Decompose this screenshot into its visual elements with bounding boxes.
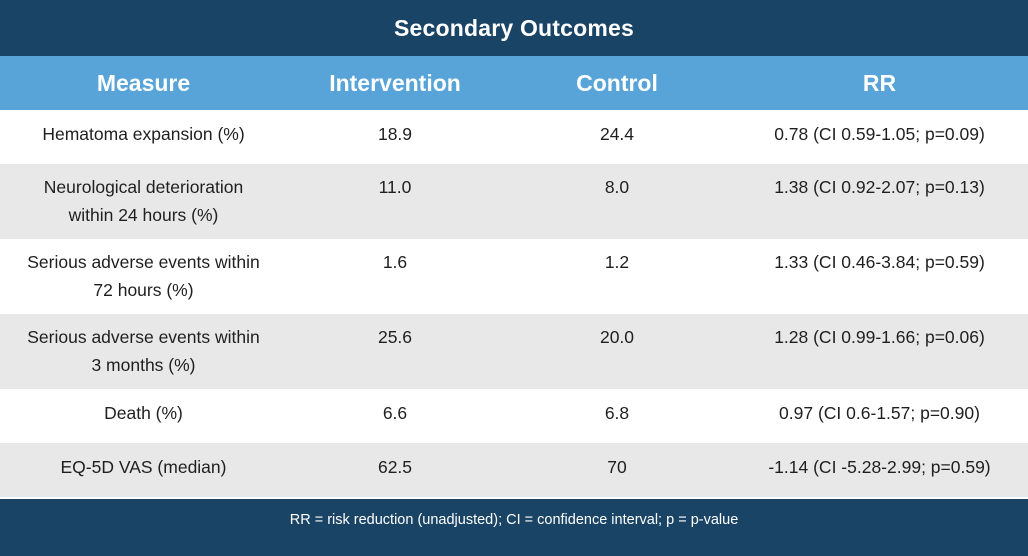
rr-cell: 1.33 (CI 0.46-3.84; p=0.59) <box>774 252 985 272</box>
intervention-cell: 1.6 <box>382 252 408 272</box>
measure-line: 72 hours (%) <box>93 280 194 300</box>
intervention-cell: 11.0 <box>378 177 412 197</box>
measure-line: Death (%) <box>104 403 183 423</box>
measure-cell: Serious adverse events within 72 hours (… <box>0 239 287 314</box>
control-cell: 8.0 <box>604 177 630 197</box>
column-header-rr: RR <box>862 69 897 96</box>
column-header-control: Control <box>576 69 658 96</box>
table-row: Serious adverse events within 72 hours (… <box>0 239 1028 314</box>
measure-line: Serious adverse events within <box>27 327 260 347</box>
column-header-measure: Measure <box>96 69 191 96</box>
rr-cell: 1.28 (CI 0.99-1.66; p=0.06) <box>774 327 985 347</box>
measure-line: within 24 hours (%) <box>68 205 219 225</box>
table-row: EQ-5D VAS (median) 62.5 70 -1.14 (CI -5.… <box>0 443 1028 497</box>
measure-line: 3 months (%) <box>91 355 196 375</box>
rr-cell: 0.78 (CI 0.59-1.05; p=0.09) <box>774 124 985 144</box>
rr-cell: 1.38 (CI 0.92-2.07; p=0.13) <box>774 177 985 197</box>
measure-cell: EQ-5D VAS (median) <box>0 443 287 497</box>
intervention-cell: 6.6 <box>382 403 408 423</box>
intervention-cell: 62.5 <box>377 457 413 477</box>
measure-cell: Neurological deterioration within 24 hou… <box>0 164 287 239</box>
measure-line: Hematoma expansion (%) <box>42 124 245 144</box>
measure-line: EQ-5D VAS (median) <box>60 457 227 477</box>
control-cell: 1.2 <box>604 252 630 272</box>
column-header-intervention: Intervention <box>329 69 461 96</box>
control-cell: 70 <box>607 457 627 477</box>
table-row: Neurological deterioration within 24 hou… <box>0 164 1028 239</box>
table-title: Secondary Outcomes <box>0 0 1028 56</box>
rr-cell: -1.14 (CI -5.28-2.99; p=0.59) <box>768 457 991 477</box>
rr-cell: 0.97 (CI 0.6-1.57; p=0.90) <box>779 403 980 423</box>
measure-cell: Hematoma expansion (%) <box>0 110 287 164</box>
table-header-row: Measure Intervention Control RR <box>0 56 1028 110</box>
table-footnote: RR = risk reduction (unadjusted); CI = c… <box>0 499 1028 556</box>
control-cell: 6.8 <box>604 403 630 423</box>
intervention-cell: 18.9 <box>377 124 413 144</box>
control-cell: 24.4 <box>599 124 635 144</box>
intervention-cell: 25.6 <box>377 327 413 347</box>
measure-line: Neurological deterioration <box>43 177 244 197</box>
measure-line: Serious adverse events within <box>27 252 260 272</box>
measure-cell: Serious adverse events within 3 months (… <box>0 314 287 389</box>
control-cell: 20.0 <box>599 327 635 347</box>
table-row: Hematoma expansion (%) 18.9 24.4 0.78 (C… <box>0 110 1028 164</box>
table-row: Death (%) 6.6 6.8 0.97 (CI 0.6-1.57; p=0… <box>0 389 1028 443</box>
measure-cell: Death (%) <box>0 389 287 443</box>
table-row: Serious adverse events within 3 months (… <box>0 314 1028 389</box>
